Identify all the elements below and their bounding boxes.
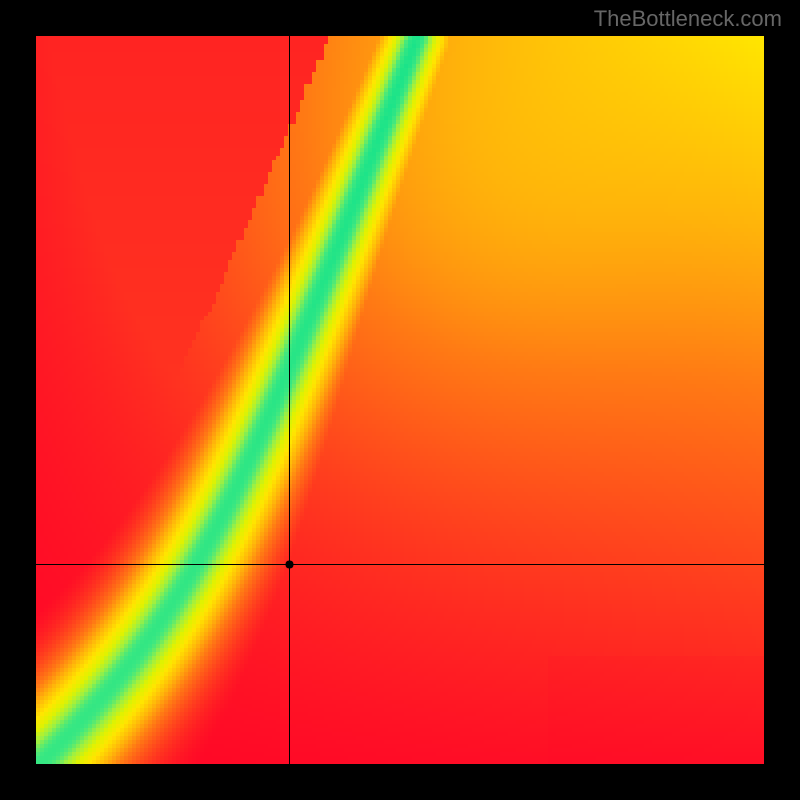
heatmap-container	[36, 36, 764, 764]
heatmap-canvas	[36, 36, 764, 764]
watermark-text: TheBottleneck.com	[594, 6, 782, 32]
